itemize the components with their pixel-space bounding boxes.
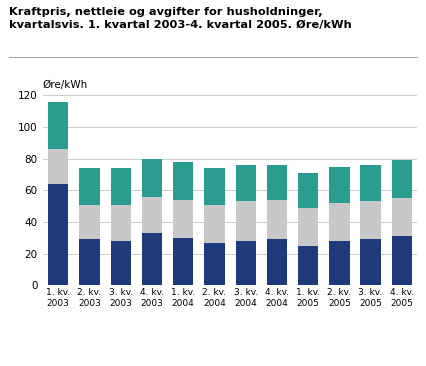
Bar [392,160,412,198]
Bar [392,236,412,285]
Bar [267,200,287,239]
Bar [236,165,256,201]
Bar [173,200,193,238]
Legend: Kraft, Nettleie, Mva. og forbruksavgift: Kraft, Nettleie, Mva. og forbruksavgift [96,363,364,366]
Bar [329,167,349,203]
Bar [329,203,349,241]
Bar [329,241,349,285]
Bar [204,168,225,205]
Bar [173,162,193,200]
Bar [360,239,381,285]
Bar [142,233,162,285]
Bar [298,208,318,246]
Bar [267,165,287,200]
Bar [79,239,100,285]
Bar [236,241,256,285]
Bar [392,198,412,236]
Bar [111,205,131,241]
Bar [48,149,68,184]
Bar [298,173,318,208]
Bar [48,184,68,285]
Bar [204,243,225,285]
Bar [79,205,100,239]
Bar [142,197,162,233]
Bar [204,205,225,243]
Bar [298,246,318,285]
Bar [360,165,381,201]
Bar [142,158,162,197]
Text: Øre/kWh: Øre/kWh [43,80,88,90]
Bar [360,201,381,239]
Bar [79,168,100,205]
Bar [111,168,131,205]
Bar [173,238,193,285]
Bar [48,101,68,149]
Text: Kraftpris, nettleie og avgifter for husholdninger,
kvartalsvis. 1. kvartal 2003-: Kraftpris, nettleie og avgifter for hush… [9,7,351,30]
Bar [111,241,131,285]
Bar [267,239,287,285]
Bar [236,201,256,241]
